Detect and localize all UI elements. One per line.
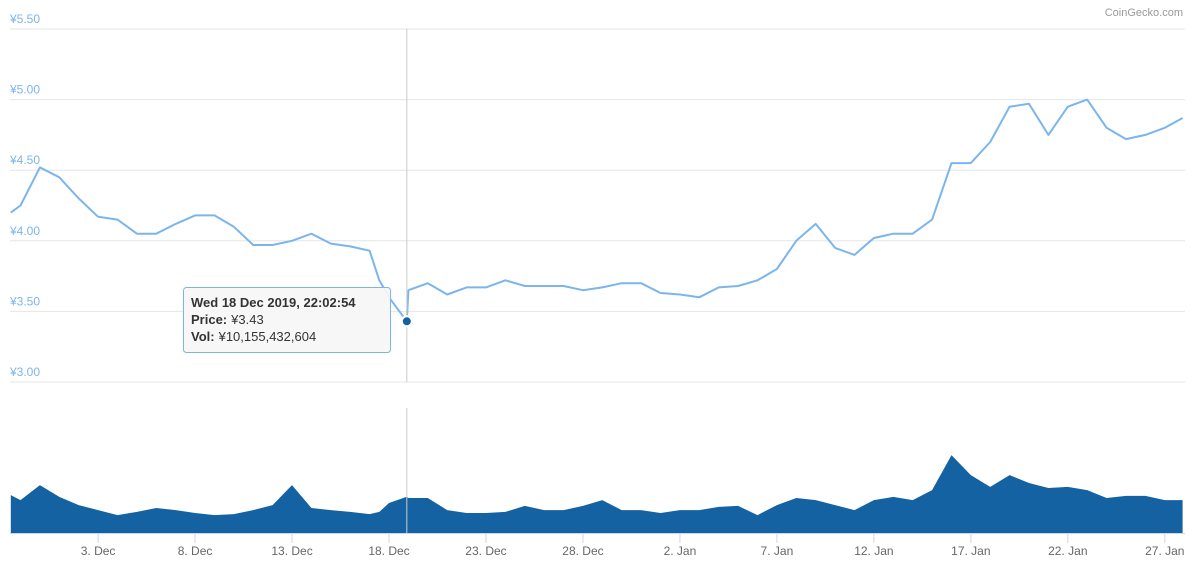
x-tick-label: 17. Jan: [951, 544, 990, 558]
y-tick-label: ¥3.00: [9, 365, 40, 379]
tooltip-title: Wed 18 Dec 2019, 22:02:54: [191, 295, 356, 310]
tooltip-label: Vol:: [191, 329, 215, 344]
price-line: [10, 98, 1184, 323]
x-tick-label: 13. Dec: [271, 544, 312, 558]
tooltip-value: ¥10,155,432,604: [218, 329, 317, 344]
x-tick-label: 22. Jan: [1048, 544, 1087, 558]
x-tick-label: 18. Dec: [368, 544, 409, 558]
tooltip-box: [183, 287, 391, 353]
x-tick-label: 28. Dec: [562, 544, 603, 558]
tooltip-row: Vol: ¥10,155,432,604: [191, 329, 316, 344]
x-tick-label: 7. Jan: [761, 544, 794, 558]
x-tick-label: 3. Dec: [81, 544, 116, 558]
x-tick-label: 2. Jan: [664, 544, 697, 558]
x-tick-label: 23. Dec: [465, 544, 506, 558]
y-tick-label: ¥4.50: [9, 153, 40, 167]
y-tick-label: ¥5.50: [9, 12, 40, 26]
hover-marker: [400, 315, 413, 328]
volume-area: [10, 455, 1183, 533]
x-tick-label: 27. Jan: [1145, 544, 1184, 558]
tooltip-label: Price:: [191, 312, 227, 327]
credits[interactable]: CoinGecko.com: [1105, 7, 1183, 19]
tooltip: Wed 18 Dec 2019, 22:02:54 Price: ¥3.43 Vol:…: [183, 287, 391, 353]
x-tick-label: 12. Jan: [854, 544, 893, 558]
y-tick-label: ¥3.50: [9, 294, 40, 308]
tooltip-row: Price: ¥3.43: [191, 312, 264, 327]
y-tick-label: ¥5.00: [9, 83, 40, 97]
tooltip-value: ¥3.43: [230, 312, 264, 327]
x-tick-label: 8. Dec: [178, 544, 213, 558]
y-tick-label: ¥4.00: [9, 224, 40, 238]
